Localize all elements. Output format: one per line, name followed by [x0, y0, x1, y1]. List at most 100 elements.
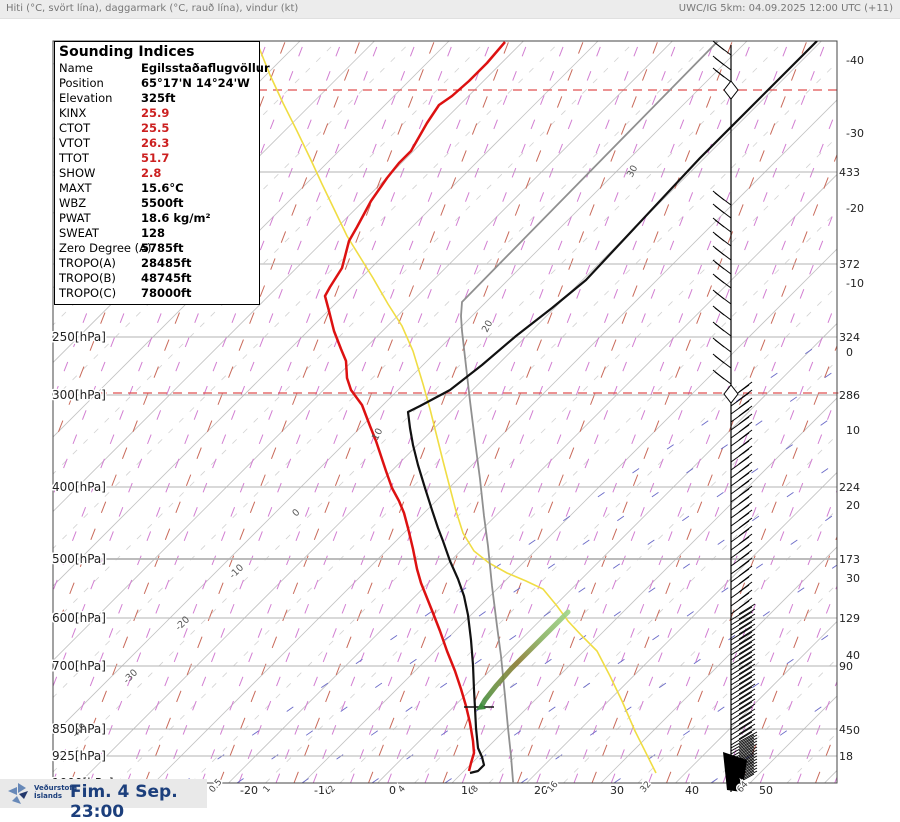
index-label: Zero Degree (A): [59, 241, 151, 256]
index-row: TROPO(A) 28485ft: [55, 256, 259, 271]
height-label: 372: [839, 258, 860, 271]
pressure-label: 400[hPa]: [52, 480, 106, 494]
pressure-label: 500[hPa]: [52, 552, 106, 566]
index-row: MAXT 15.6°C: [55, 181, 259, 196]
index-value: 65°17'N 14°24'W: [141, 76, 250, 91]
index-label: CTOT: [59, 121, 90, 136]
height-label: 224: [839, 481, 860, 494]
right-isotherm-label: -20: [846, 202, 864, 215]
index-value: 26.3: [141, 136, 169, 151]
right-isotherm-label: 30: [846, 572, 860, 585]
shear-vector-line: [481, 612, 568, 707]
index-value: 28485ft: [141, 256, 192, 271]
index-row: SWEAT 128: [55, 226, 259, 241]
index-value: Egilsstaðaflugvöllur: [141, 61, 270, 76]
indices-title: Sounding Indices: [55, 42, 259, 61]
tropopause-diamond-icon: [724, 81, 738, 99]
index-row: SHOW 2.8: [55, 166, 259, 181]
temperature-line: [408, 41, 817, 773]
mixing-ratio-label: 32: [639, 780, 654, 795]
isoline-label: -20: [173, 614, 192, 633]
mixing-ratio-label: 0.5: [208, 778, 225, 795]
index-label: MAXT: [59, 181, 92, 196]
index-label: SHOW: [59, 166, 95, 181]
index-value: 25.5: [141, 121, 169, 136]
height-label: 433: [839, 166, 860, 179]
index-value: 5500ft: [141, 196, 184, 211]
right-isotherm-label: 10: [846, 424, 860, 437]
index-label: Position: [59, 76, 104, 91]
isoline-label: 30: [625, 164, 640, 180]
pressure-label: 300[hPa]: [52, 388, 106, 402]
index-row: TROPO(B) 48745ft: [55, 271, 259, 286]
pressure-label: 250[hPa]: [52, 330, 106, 344]
index-row: Elevation 325ft: [55, 91, 259, 106]
index-label: SWEAT: [59, 226, 99, 241]
top-status-bar: Hiti (°C, svört lína), daggarmark (°C, r…: [0, 0, 900, 19]
pressure-label: 925[hPa]: [52, 749, 106, 763]
height-label: 286: [839, 389, 860, 402]
right-isotherm-label: 50: [846, 724, 860, 737]
bottom-temp-label: -20: [240, 784, 258, 797]
bottom-temp-label: 20: [534, 784, 548, 797]
index-value: 128: [141, 226, 165, 241]
index-row: TTOT 51.7: [55, 151, 259, 166]
height-label: 324: [839, 331, 860, 344]
height-label: 18: [839, 750, 853, 763]
right-isotherm-label: -30: [846, 127, 864, 140]
right-isotherm-label: -40: [846, 54, 864, 67]
index-value: 25.9: [141, 106, 169, 121]
index-row: KINX 25.9: [55, 106, 259, 121]
index-value: 48745ft: [141, 271, 192, 286]
bottom-temp-label: 30: [610, 784, 624, 797]
index-value: 5785ft: [141, 241, 184, 256]
index-value: 78000ft: [141, 286, 192, 301]
bottom-bar: Veðurstofa Íslands Fim. 4 Sep. 23:00: [0, 779, 207, 808]
tropopause-diamond-icon: [724, 385, 738, 403]
bottom-temp-label: 40: [685, 784, 699, 797]
index-value: 325ft: [141, 91, 176, 106]
index-value: 15.6°C: [141, 181, 184, 196]
index-row: PWAT 18.6 kg/m²: [55, 211, 259, 226]
pressure-label: 600[hPa]: [52, 611, 106, 625]
vedurstofa-logo-icon: Veðurstofa Íslands: [6, 781, 68, 806]
index-label: PWAT: [59, 211, 91, 226]
index-value: 51.7: [141, 151, 169, 166]
bottom-temp-label: 50: [759, 784, 773, 797]
pressure-label: 700[hPa]: [52, 659, 106, 673]
legend-text: Hiti (°C, svört lína), daggarmark (°C, r…: [6, 3, 298, 14]
index-row: Zero Degree (A)5785ft: [55, 241, 259, 256]
index-row: WBZ 5500ft: [55, 196, 259, 211]
model-run-text: UWC/IG 5km: 04.09.2025 12:00 UTC (+11): [679, 3, 893, 14]
bottom-temp-label: 0: [389, 784, 396, 797]
index-row: CTOT 25.5: [55, 121, 259, 136]
mixing-ratio-label: 4: [397, 784, 409, 795]
index-row: Position 65°17'N 14°24'W: [55, 76, 259, 91]
index-label: Elevation: [59, 91, 112, 106]
index-row: TROPO(C) 78000ft: [55, 286, 259, 301]
index-label: TROPO(A): [59, 256, 116, 271]
index-label: TTOT: [59, 151, 89, 166]
index-label: VTOT: [59, 136, 90, 151]
height-label: 173: [839, 553, 860, 566]
index-label: WBZ: [59, 196, 86, 211]
height-label: 129: [839, 612, 860, 625]
right-isotherm-label: -10: [846, 277, 864, 290]
index-label: TROPO(C): [59, 286, 116, 301]
profile-curves: [258, 41, 817, 792]
index-label: Name: [59, 61, 93, 76]
index-value: 18.6 kg/m²: [141, 211, 210, 226]
isoline-label: 0: [290, 507, 302, 519]
right-isotherm-label: 40: [846, 649, 860, 662]
index-row: VTOT 26.3: [55, 136, 259, 151]
wind-barbs: [713, 41, 757, 792]
index-value: 2.8: [141, 166, 161, 181]
mixing-ratio-label: 1: [262, 784, 273, 795]
index-label: KINX: [59, 106, 86, 121]
right-isotherm-label: 0: [846, 346, 853, 359]
right-isotherm-label: 20: [846, 499, 860, 512]
index-label: TROPO(B): [59, 271, 116, 286]
